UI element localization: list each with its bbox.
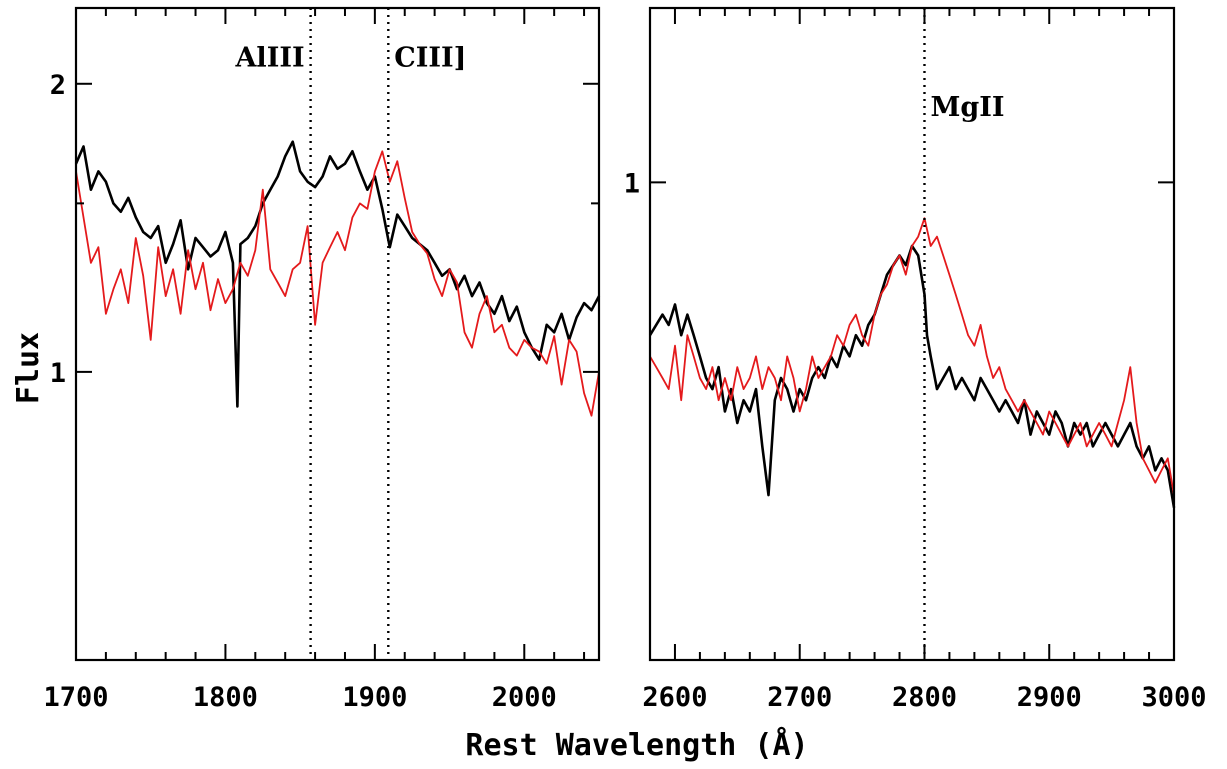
x-tick-label: 1700 [43, 682, 108, 713]
x-tick-label: 2900 [1017, 682, 1082, 713]
line-annotation-0: AlIII [234, 43, 304, 74]
x-tick-label: 2700 [767, 682, 832, 713]
plot-frame [74, 6, 601, 662]
y-tick-label: 1 [624, 168, 640, 199]
series-line-1 [649, 217, 1175, 496]
y-tick-label: 2 [50, 70, 66, 101]
left-panel: AlIII CIII] 1700 1800 1900 2000 1 2 [43, 6, 601, 713]
x-tick-label: 1800 [193, 682, 258, 713]
line-annotation-0: MgII [930, 92, 1004, 123]
x-tick-label: 3000 [1141, 682, 1206, 713]
x-axis-label: Rest Wavelength (Å) [465, 726, 808, 763]
x-tick-label: 2800 [892, 682, 957, 713]
y-tick-label: 1 [50, 358, 66, 389]
line-annotation-1: CIII] [394, 43, 466, 74]
right-panel: MgII 2600 2700 2800 2900 3000 1 [624, 6, 1207, 713]
x-tick-label: 1900 [342, 682, 407, 713]
plot-frame [648, 6, 1176, 662]
x-tick-label: 2600 [642, 682, 707, 713]
series-line-1 [75, 150, 600, 417]
x-tick-label: 2000 [492, 682, 557, 713]
series-line-0 [648, 244, 1176, 508]
series-line-0 [74, 140, 601, 408]
y-axis-label: Flux [11, 332, 46, 404]
